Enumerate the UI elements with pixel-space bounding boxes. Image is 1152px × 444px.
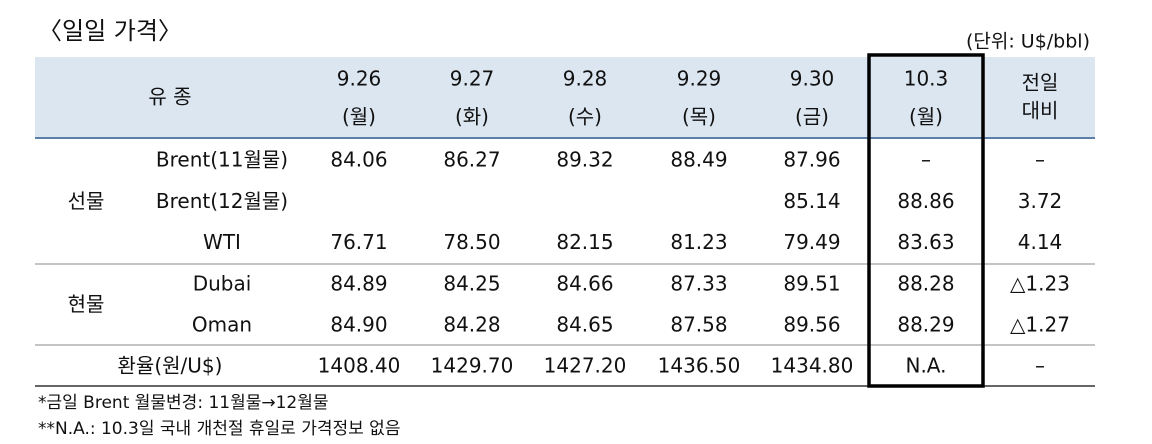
change-header: 대비 [1022, 99, 1059, 123]
cell: 84.28 [443, 313, 500, 337]
cell: 88.28 [897, 271, 954, 295]
cell: – [1035, 148, 1045, 172]
row-label: 환율(원/U$) [118, 354, 223, 378]
cell: – [921, 148, 931, 172]
day-header: (목) [682, 105, 716, 129]
date-header: 9.28 [563, 67, 608, 91]
title: 〈일일 가격〉 [38, 17, 182, 45]
cell: 1427.20 [544, 354, 627, 378]
cell: 79.49 [783, 230, 840, 254]
cell: 86.27 [443, 148, 500, 172]
cell: 84.90 [330, 313, 387, 337]
date-header: 10.3 [904, 67, 949, 91]
cell: 1436.50 [658, 354, 741, 378]
cell: 84.65 [556, 313, 613, 337]
cell: 1429.70 [431, 354, 514, 378]
cell: 84.66 [556, 271, 613, 295]
cell: △1.23 [1010, 271, 1070, 295]
date-header: 9.29 [677, 67, 722, 91]
cell: 83.63 [897, 230, 954, 254]
product-header: 유 종 [148, 85, 191, 109]
cell: N.A. [905, 354, 946, 378]
cell: 78.50 [443, 230, 500, 254]
cell: 84.06 [330, 148, 387, 172]
cell: 87.58 [670, 313, 727, 337]
date-header: 9.27 [450, 67, 495, 91]
cell: 4.14 [1018, 230, 1063, 254]
day-header: (수) [568, 105, 602, 129]
cell: 84.89 [330, 271, 387, 295]
cell: 87.96 [783, 148, 840, 172]
row-label: Oman [192, 313, 252, 337]
cell: 87.33 [670, 271, 727, 295]
cell: 1408.40 [318, 354, 401, 378]
cell: 82.15 [556, 230, 613, 254]
cell: 89.51 [783, 271, 840, 295]
row-label: WTI [203, 230, 241, 254]
cell: 1434.80 [771, 354, 854, 378]
date-header: 9.26 [337, 67, 382, 91]
cell: 88.29 [897, 313, 954, 337]
cell: 84.25 [443, 271, 500, 295]
cell: 89.32 [556, 148, 613, 172]
date-header: 9.30 [790, 67, 835, 91]
day-header: (월) [909, 105, 943, 129]
highlight-box [867, 53, 985, 388]
cell: 3.72 [1018, 189, 1063, 213]
footnote: **N.A.: 10.3일 국내 개천절 휴일로 가격정보 없음 [38, 419, 400, 439]
group-label: 선물 [68, 189, 105, 213]
cell: 88.86 [897, 189, 954, 213]
cell: – [1035, 354, 1045, 378]
row-label: Brent(11월물) [156, 148, 288, 172]
cell: 85.14 [783, 189, 840, 213]
day-header: (금) [795, 105, 829, 129]
cell: △1.27 [1010, 313, 1070, 337]
header-band [35, 57, 1095, 138]
cell: 89.56 [783, 313, 840, 337]
row-label: Brent(12월물) [156, 189, 288, 213]
unit: (단위: U$/bbl) [966, 31, 1090, 53]
footnote: *금일 Brent 월물변경: 11월물→12월물 [38, 393, 329, 413]
group-label: 현물 [68, 292, 105, 316]
row-label: Dubai [193, 271, 252, 295]
change-header: 전일 [1022, 71, 1059, 95]
day-header: (화) [455, 105, 489, 129]
day-header: (월) [342, 105, 376, 129]
cell: 76.71 [330, 230, 387, 254]
cell: 81.23 [670, 230, 727, 254]
cell: 88.49 [670, 148, 727, 172]
